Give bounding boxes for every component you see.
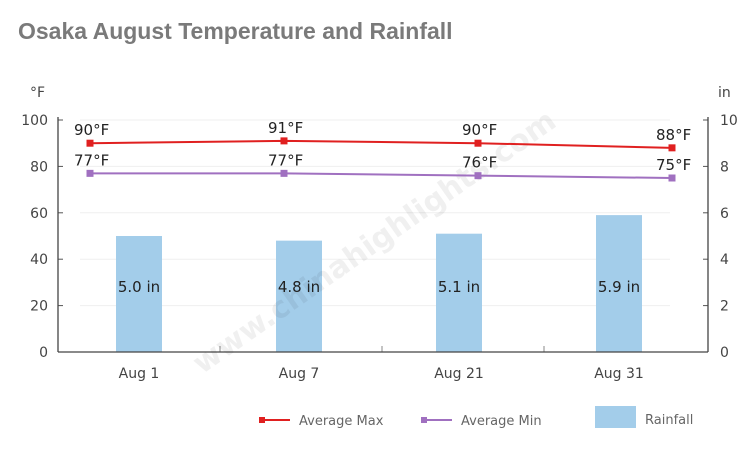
series-line-1	[90, 172, 673, 179]
data-point	[86, 169, 94, 177]
legend-label: Average Min	[461, 414, 542, 429]
left-tick-label: 60	[30, 206, 48, 222]
right-tick-label: 8	[720, 159, 729, 175]
left-tick-label: 100	[21, 113, 48, 129]
right-tick-label: 0	[720, 345, 729, 361]
x-tick-label: Aug 7	[279, 366, 320, 382]
left-tick-label: 80	[30, 159, 48, 175]
rainfall-bar	[596, 215, 642, 352]
data-point	[280, 137, 288, 145]
x-tick-label: Aug 21	[434, 366, 484, 382]
legend-swatch	[595, 406, 636, 428]
series-line-0	[89, 139, 673, 149]
line-data-label: 77°F	[74, 151, 109, 169]
left-tick-label: 0	[39, 345, 48, 361]
watermark: www.chinahighlights.com	[186, 103, 562, 381]
bar-data-label: 5.9 in	[598, 278, 640, 296]
rainfall-bar	[116, 236, 162, 352]
line-data-label: 75°F	[656, 156, 691, 174]
legend-marker	[421, 417, 427, 423]
left-tick-label: 40	[30, 252, 48, 268]
bar-data-label: 5.0 in	[118, 278, 160, 296]
chart-title: Osaka August Temperature and Rainfall	[18, 18, 453, 44]
right-tick-label: 10	[720, 113, 738, 129]
x-tick-label: Aug 31	[594, 366, 644, 382]
line-data-label: 90°F	[462, 121, 497, 139]
legend-marker	[259, 417, 265, 423]
rainfall-bar	[436, 233, 482, 352]
right-tick-label: 4	[720, 252, 729, 268]
data-point	[668, 144, 676, 152]
right-axis-unit: in	[718, 85, 731, 101]
legend-label: Average Max	[299, 414, 384, 429]
data-point	[474, 139, 482, 147]
rainfall-bar	[276, 240, 322, 352]
bar-data-label: 5.1 in	[438, 278, 480, 296]
right-tick-label: 2	[720, 299, 729, 315]
legend-label: Rainfall	[645, 413, 693, 428]
data-point	[474, 172, 482, 180]
line-data-label: 76°F	[462, 154, 497, 172]
data-point	[280, 169, 288, 177]
line-data-label: 90°F	[74, 121, 109, 139]
line-data-label: 88°F	[656, 126, 691, 144]
x-tick-label: Aug 1	[119, 366, 160, 382]
bar-data-label: 4.8 in	[278, 278, 320, 296]
right-tick-label: 6	[720, 206, 729, 222]
data-point	[86, 139, 94, 147]
line-data-label: 91°F	[268, 119, 303, 137]
data-point	[668, 174, 676, 182]
line-data-label: 77°F	[268, 151, 303, 169]
left-tick-label: 20	[30, 299, 48, 315]
left-axis-unit: °F	[30, 85, 45, 101]
